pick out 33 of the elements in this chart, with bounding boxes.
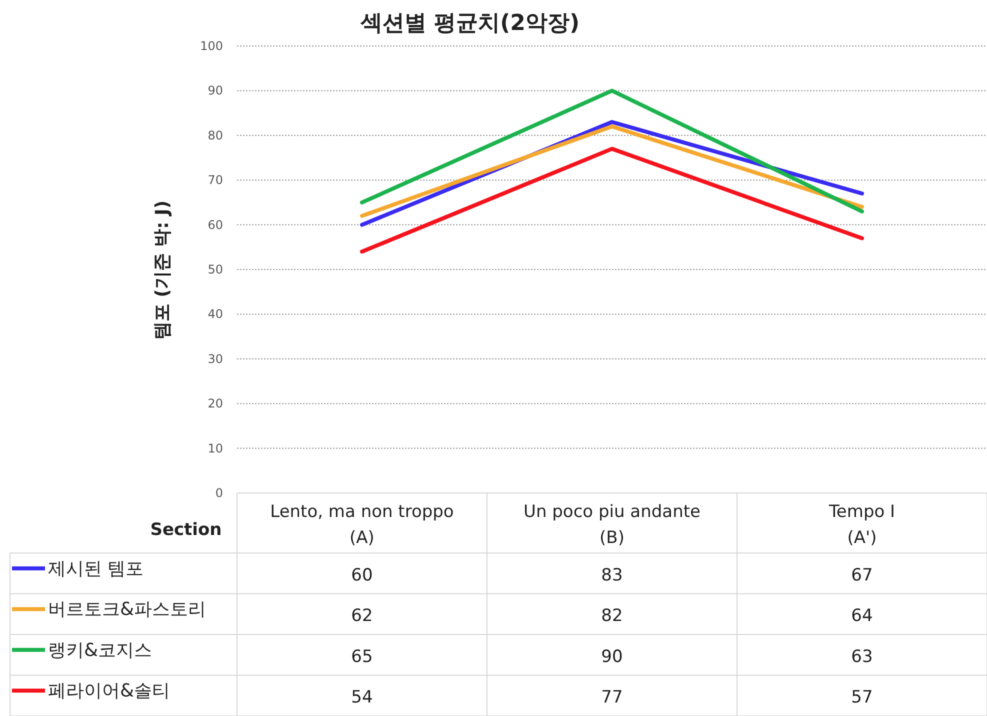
x-tick-label: Un poco piu andante (B): [524, 502, 700, 548]
y-tick-label: 10: [208, 441, 223, 456]
chart-title: 섹션별 평균치(2악장): [359, 11, 580, 36]
data-label: 62: [351, 606, 373, 626]
y-tick-label: 30: [208, 352, 223, 366]
x-tick-label: Lento, ma non troppo (A): [270, 502, 454, 548]
y-tick-label: 40: [208, 307, 223, 322]
y-tick-label: 100: [200, 39, 223, 53]
data-label: 82: [601, 606, 623, 626]
data-label: 77: [601, 688, 623, 708]
data-label: 54: [351, 688, 373, 708]
y-tick-label: 80: [208, 128, 223, 142]
legend-label: 페라이어&솔티: [48, 680, 170, 702]
y-tick-label: 90: [208, 84, 223, 98]
y-tick-label: 20: [208, 396, 223, 411]
data-label: 67: [851, 565, 873, 586]
data-label: 64: [851, 606, 873, 626]
y-tick-label: 60: [208, 218, 223, 232]
data-label: 90: [601, 646, 623, 667]
x-tick-label: Tempo I (A'): [828, 502, 896, 548]
x-axis-title: Section: [150, 520, 222, 540]
y-tick-label: 50: [208, 262, 223, 276]
data-label: 83: [601, 565, 623, 586]
data-label: 57: [851, 688, 873, 708]
legend-label: 랭키&코지스: [48, 640, 152, 661]
y-tick-label: 0: [215, 486, 223, 500]
y-axis-title: 템포 (기준 박: J): [152, 200, 173, 340]
data-label: 60: [351, 565, 373, 586]
data-label: 65: [351, 646, 373, 667]
data-label: 63: [851, 646, 873, 667]
legend-label: 제시된 템포: [48, 558, 144, 580]
y-tick-label: 70: [208, 173, 223, 188]
legend-label: 버르토크&파스토리: [48, 599, 206, 620]
